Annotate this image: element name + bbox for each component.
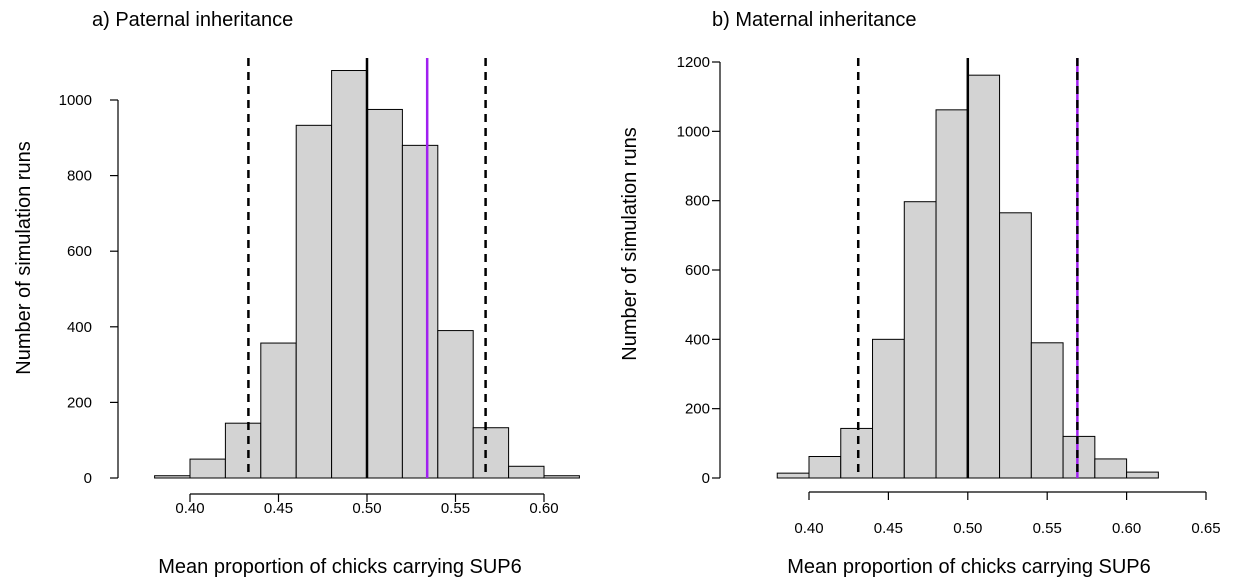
x-axis-label: Mean proportion of chicks carrying SUP6 [158,556,522,578]
reference-lines [856,58,1079,478]
x-tick-label: 0.45 [264,500,293,517]
chart-title: a) Paternal inheritance [92,9,293,31]
panel-paternal: a) Paternal inheritance Number of simula… [13,9,580,578]
histogram-bar [154,475,191,479]
x-tick-label: 0.50 [352,500,381,517]
histogram-bar [331,70,368,479]
histogram-bar [224,422,262,479]
histogram-bar [508,465,545,479]
y-tick-label: 0 [84,470,92,487]
x-tick-label: 0.40 [175,500,204,517]
histogram-bar [903,201,937,479]
y-tick-label: 1000 [677,123,710,140]
y-axis-label: Number of simulation runs [13,141,35,374]
histogram-bar [401,144,439,479]
histogram-bar [872,338,905,479]
y-tick-label: 800 [685,193,710,210]
y-tick-label: 600 [685,262,710,279]
chart-title: b) Maternal inheritance [712,9,917,31]
y-tick-label: 800 [67,168,92,185]
histogram-bar [1094,458,1128,479]
y-axis: 0 200 400 600 800 1000 1200 [677,54,721,487]
y-tick-label: 1200 [677,54,710,71]
y-tick-label: 200 [685,401,710,418]
x-tick-label: 0.55 [441,500,470,517]
histogram-bar [260,342,297,479]
x-tick-label: 0.60 [529,500,558,517]
x-tick-label: 0.60 [1112,520,1141,537]
histogram-bar [808,456,842,479]
histogram-bar [189,458,226,479]
histogram-bar [1030,342,1064,479]
y-tick-label: 400 [67,319,92,336]
histogram-bar [776,472,810,479]
y-tick-label: 600 [67,243,92,260]
panel-maternal: b) Maternal inheritance Number of simula… [619,9,1221,578]
histogram-bar [543,475,580,479]
x-tick-label: 0.50 [953,520,982,537]
histogram-bar [1126,471,1159,479]
histogram-bar [967,74,1001,479]
histogram-bar [840,427,874,479]
histogram-bar [999,212,1032,479]
bars [154,70,580,479]
x-tick-label: 0.45 [874,520,903,537]
y-tick-label: 1000 [59,92,92,109]
x-axis: 0.40 0.45 0.50 0.55 0.60 0.65 [794,491,1221,537]
histogram-bar [295,124,333,479]
bars [776,74,1159,479]
x-axis: 0.40 0.45 0.50 0.55 0.60 [175,493,559,517]
reference-lines [247,58,487,478]
y-tick-label: 400 [685,331,710,348]
histogram-bar [935,109,969,479]
x-axis-label: Mean proportion of chicks carrying SUP6 [787,556,1151,578]
y-axis: 0 200 400 600 800 1000 [59,92,119,487]
y-tick-label: 0 [702,470,710,487]
histogram-bar [437,330,474,479]
x-tick-label: 0.40 [794,520,823,537]
x-tick-label: 0.55 [1033,520,1062,537]
histogram-bar [1062,435,1096,479]
x-tick-label: 0.65 [1191,520,1220,537]
y-axis-label: Number of simulation runs [619,127,641,360]
histogram-bar [472,427,510,479]
histogram-bar [366,108,403,479]
y-tick-label: 200 [67,394,92,411]
